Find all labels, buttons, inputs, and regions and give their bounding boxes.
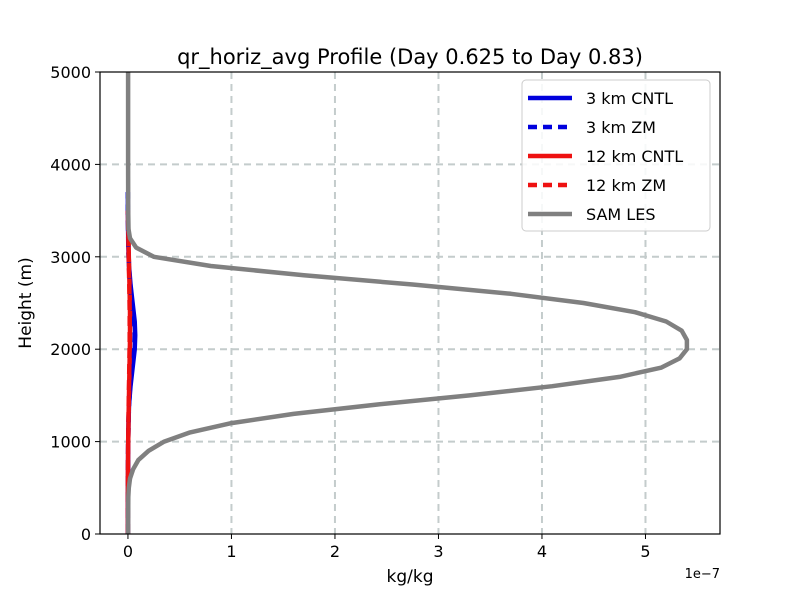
y-axis-label: Height (m): [16, 257, 36, 348]
y-tick-label: 2000: [50, 340, 91, 359]
legend-label-3km-zm: 3 km ZM: [586, 118, 656, 137]
y-tick-label: 5000: [50, 63, 91, 82]
x-axis-label: kg/kg: [387, 567, 434, 587]
legend: 3 km CNTL 3 km ZM 12 km CNTL 12 km ZM SAM LE…: [521, 79, 711, 232]
legend-box: [521, 79, 711, 232]
x-tick-label: 2: [330, 542, 340, 561]
y-tick-label: 3000: [50, 248, 91, 267]
axis-ticks: 0 1 2 3 4 5 0 1000 2000 3000 4000 5000: [50, 63, 650, 561]
x-tick-label: 1: [226, 542, 236, 561]
series-line-12km-zm: [125, 210, 132, 534]
legend-label-12km-zm: 12 km ZM: [586, 176, 666, 195]
y-tick-label: 0: [81, 525, 91, 544]
x-tick-label: 5: [640, 542, 650, 561]
legend-label-sam-les: SAM LES: [586, 205, 655, 224]
legend-label-12km-cntl: 12 km CNTL: [586, 147, 683, 166]
x-scale-offset: 1e−7: [685, 567, 720, 582]
chart-title: qr_horiz_avg Profile (Day 0.625 to Day 0…: [177, 45, 643, 70]
y-tick-label: 4000: [50, 155, 91, 174]
y-tick-label: 1000: [50, 433, 91, 452]
x-tick-label: 0: [123, 542, 133, 561]
legend-label-3km-cntl: 3 km CNTL: [586, 89, 673, 108]
series-lines: [125, 72, 690, 535]
x-tick-label: 4: [537, 542, 547, 561]
plot-frame: [99, 71, 721, 535]
x-tick-label: 3: [433, 542, 443, 561]
series-line-sam-les: [125, 72, 690, 535]
